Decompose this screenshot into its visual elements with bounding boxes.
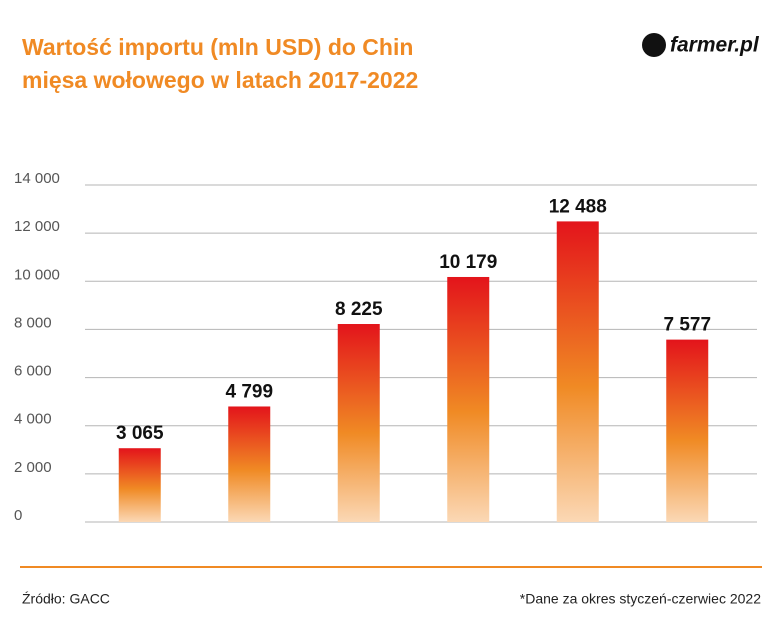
value-label: 8 225 [335,299,383,320]
y-tick-label: 6 000 [14,363,52,380]
bar [666,339,709,522]
value-label: 4 799 [225,381,273,402]
bar [337,324,380,522]
bar [447,276,490,522]
value-label: 10 179 [439,252,497,273]
value-label: 7 577 [663,315,711,336]
logo: farmer.pl [670,34,760,57]
value-label: 12 488 [549,196,607,217]
chart-title: Wartość importu (mln USD) do Chin [22,34,413,60]
note: *Dane za okres styczeń-czerwiec 2022 [520,591,761,607]
bar [556,221,599,522]
value-label: 3 065 [116,423,164,444]
y-tick-label: 2 000 [14,459,52,476]
source: Źródło: GACC [22,591,110,607]
bar [228,406,271,522]
y-tick-label: 14 000 [14,170,60,187]
logo-icon [642,33,666,57]
y-tick-label: 8 000 [14,314,52,331]
y-tick-label: 0 [14,507,22,524]
y-tick-label: 12 000 [14,218,60,235]
y-tick-label: 4 000 [14,411,52,428]
chart-title: mięsa wołowego w latach 2017-2022 [22,67,418,93]
bar [118,448,161,522]
y-tick-label: 10 000 [14,266,60,283]
